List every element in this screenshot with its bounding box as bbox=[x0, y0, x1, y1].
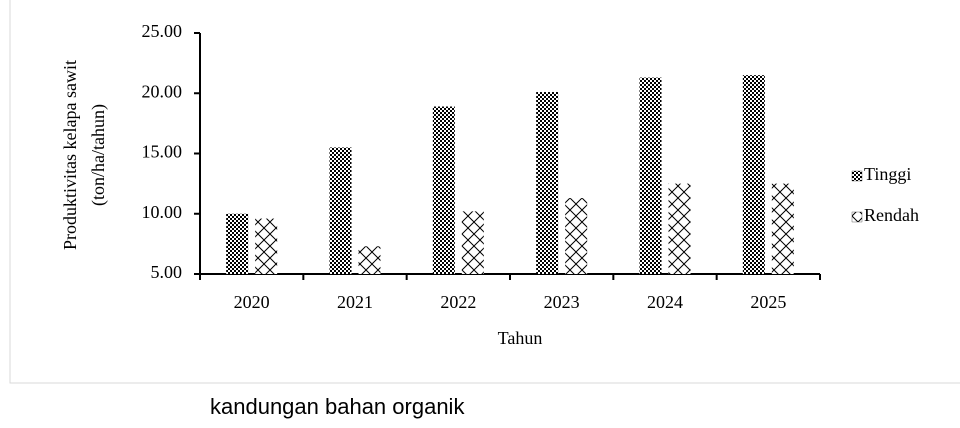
bar bbox=[329, 147, 352, 274]
x-tick-label: 2022 bbox=[440, 292, 476, 312]
legend-swatch bbox=[851, 211, 863, 223]
bar bbox=[565, 198, 588, 274]
bar bbox=[255, 218, 278, 274]
bar bbox=[432, 106, 455, 274]
bar bbox=[668, 183, 691, 274]
x-axis-label: Tahun bbox=[498, 328, 543, 348]
bar bbox=[742, 75, 765, 274]
y-axis-label: Produktivitas kelapa sawit bbox=[60, 60, 80, 250]
y-tick-label: 20.00 bbox=[142, 81, 183, 101]
bar bbox=[461, 211, 484, 274]
legend-swatch bbox=[851, 170, 863, 182]
bar bbox=[639, 77, 662, 275]
y-tick-label: 25.00 bbox=[142, 21, 183, 41]
bar bbox=[536, 92, 559, 274]
y-tick-label: 10.00 bbox=[142, 202, 183, 222]
y-tick-label: 5.00 bbox=[151, 262, 183, 282]
x-tick-label: 2024 bbox=[647, 292, 683, 312]
y-axis-label: (ton/ha/tahun) bbox=[88, 104, 109, 206]
chart-border bbox=[9, 0, 960, 384]
x-tick-label: 2025 bbox=[750, 292, 786, 312]
x-tick-label: 2021 bbox=[337, 292, 373, 312]
bar bbox=[771, 183, 794, 274]
y-tick-label: 15.00 bbox=[142, 142, 183, 162]
caption: kandungan bahan organik bbox=[210, 394, 465, 419]
x-tick-label: 2023 bbox=[544, 292, 580, 312]
legend-label: Rendah bbox=[864, 205, 919, 225]
x-tick-label: 2020 bbox=[234, 292, 270, 312]
legend-label: Tinggi bbox=[864, 164, 911, 184]
bar bbox=[226, 213, 249, 274]
bar bbox=[358, 246, 381, 274]
